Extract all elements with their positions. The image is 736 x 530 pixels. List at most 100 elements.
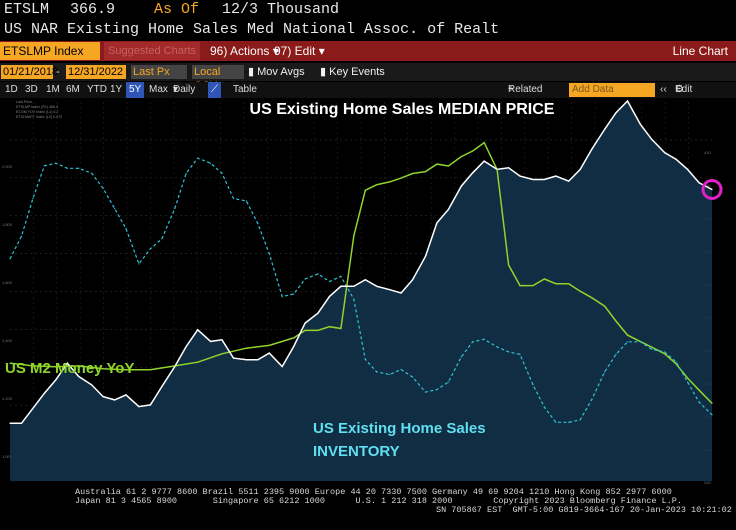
period-max[interactable]: Max: [149, 84, 168, 95]
m2-data-point: [412, 172, 414, 175]
inventory-data-point: [651, 348, 653, 350]
inventory-data-point: [20, 235, 23, 237]
period-1y[interactable]: 1Y: [110, 84, 123, 95]
edit-menu[interactable]: 97) Edit ▾: [274, 41, 325, 61]
m2-data-point: [328, 326, 331, 328]
last-value-marker: [701, 178, 723, 200]
checkbox-icon: ▮: [248, 66, 255, 78]
inventory-data-point: [281, 296, 283, 298]
inventory-data-point: [185, 172, 187, 174]
inventory-data-point: [138, 263, 140, 265]
m2-data-point: [496, 169, 498, 171]
legend-entry: ECOM YOY Index (L1) 0.2: [16, 110, 58, 114]
m2-data-point: [698, 389, 700, 391]
inventory-data-point: [32, 197, 34, 200]
inventory-data-point: [436, 389, 438, 391]
m2-data-point: [293, 337, 295, 339]
m2-data-point: [483, 142, 485, 144]
period-1d[interactable]: 1D: [5, 84, 18, 95]
inventory-data-point: [483, 338, 485, 340]
inventory-data-point: [424, 391, 427, 393]
key-events-toggle[interactable]: ▮ Key Events: [320, 63, 385, 81]
footer-line1: Australia 61 2 9777 8600 Brazil 5511 239…: [75, 487, 672, 497]
price-data-point: [568, 180, 570, 182]
table-button[interactable]: Table: [233, 84, 257, 95]
price-data-point: [43, 392, 46, 394]
price-data-point: [340, 285, 342, 287]
price-data-point: [543, 178, 546, 181]
inventory-data-point: [340, 275, 342, 277]
price-data-point: [245, 359, 247, 361]
add-data-input[interactable]: Add Data: [569, 83, 655, 97]
m2-data-point: [568, 283, 570, 285]
m2-data-point: [317, 329, 319, 331]
price-data-point: [412, 279, 414, 281]
m2-data-point: [353, 235, 355, 237]
inventory-data-point: [102, 187, 104, 189]
inventory-data-point: [353, 298, 355, 300]
chart-points: [9, 100, 713, 424]
price-data-point: [78, 375, 80, 378]
price-data-point: [210, 340, 212, 342]
inventory-data-point: [675, 361, 677, 363]
price-area: [10, 101, 712, 481]
period-5y[interactable]: 5Y: [126, 82, 145, 98]
period-1m[interactable]: 1M: [46, 84, 60, 95]
m2-data-point: [687, 377, 689, 379]
inventory-data-point: [447, 381, 449, 383]
price-data-point: [32, 407, 34, 409]
price-field-select[interactable]: Last Px: [131, 65, 187, 79]
price-data-point: [91, 384, 93, 386]
price-data-point: [591, 148, 593, 150]
price-data-point: [400, 292, 402, 294]
period-3d[interactable]: 3D: [25, 84, 38, 95]
inventory-data-point: [519, 353, 521, 355]
price-data-point: [508, 167, 510, 169]
price-data-point: [651, 138, 653, 140]
price-data-point: [675, 158, 677, 160]
price-data-point: [328, 295, 331, 297]
y-tick-label-left: 1,400: [2, 338, 13, 343]
price-series-line: [10, 99, 713, 425]
start-date-input[interactable]: 01/21/2018: [1, 65, 59, 79]
m2-data-point: [364, 189, 366, 191]
m2-data-point: [508, 264, 510, 266]
security-input[interactable]: ETSLMP Index: [0, 42, 100, 60]
line-chart-icon[interactable]: ⟋: [208, 82, 221, 98]
m2-data-point: [174, 365, 176, 367]
actions-menu[interactable]: 96) Actions ▾: [210, 41, 279, 61]
period-ytd[interactable]: YTD: [87, 84, 107, 95]
period-6m[interactable]: 6M: [66, 84, 80, 95]
suggested-charts-button[interactable]: Suggested Charts: [104, 42, 200, 60]
inventory-data-point: [508, 351, 510, 353]
price-data-point: [687, 168, 689, 170]
m2-data-point: [55, 366, 57, 368]
y-tick-label-left: 1,600: [2, 280, 13, 285]
price-data-point: [615, 112, 617, 114]
inventory-data-point: [304, 278, 306, 280]
title-bar: ETSLM 366.9 As Of 12/3 Thousand: [0, 0, 736, 20]
m2-data-point: [591, 297, 593, 299]
y-tick-label-left: 1,200: [2, 396, 13, 401]
inventory-data-point: [114, 207, 116, 210]
date-separator: -: [56, 66, 60, 78]
chevron-down-icon: ▾: [173, 84, 179, 95]
y-tick-label-left: 1,800: [2, 222, 13, 227]
price-data-point: [424, 255, 427, 257]
footer-line2: Japan 81 3 4565 8900 Singapore 65 6212 1…: [75, 496, 682, 506]
inventory-data-point: [232, 197, 235, 200]
inventory-data-point: [555, 421, 557, 423]
m2-data-point: [436, 163, 438, 165]
inventory-data-point: [472, 341, 474, 343]
m2-data-point: [125, 369, 127, 371]
currency-select[interactable]: Local CCY: [192, 65, 244, 92]
security-description: US NAR Existing Home Sales Med National …: [4, 21, 500, 38]
collapse-icon[interactable]: ‹‹: [660, 84, 667, 95]
mov-avgs-toggle[interactable]: ▮ Mov Avgs: [248, 63, 305, 81]
footer: Australia 61 2 9777 8600 Brazil 5511 239…: [0, 485, 736, 530]
end-date-input[interactable]: 12/31/2022: [66, 65, 126, 79]
inventory-data-point: [268, 253, 270, 255]
inventory-series-line: [9, 157, 713, 423]
inventory-data-point: [293, 293, 295, 295]
m2-data-point: [532, 285, 534, 287]
